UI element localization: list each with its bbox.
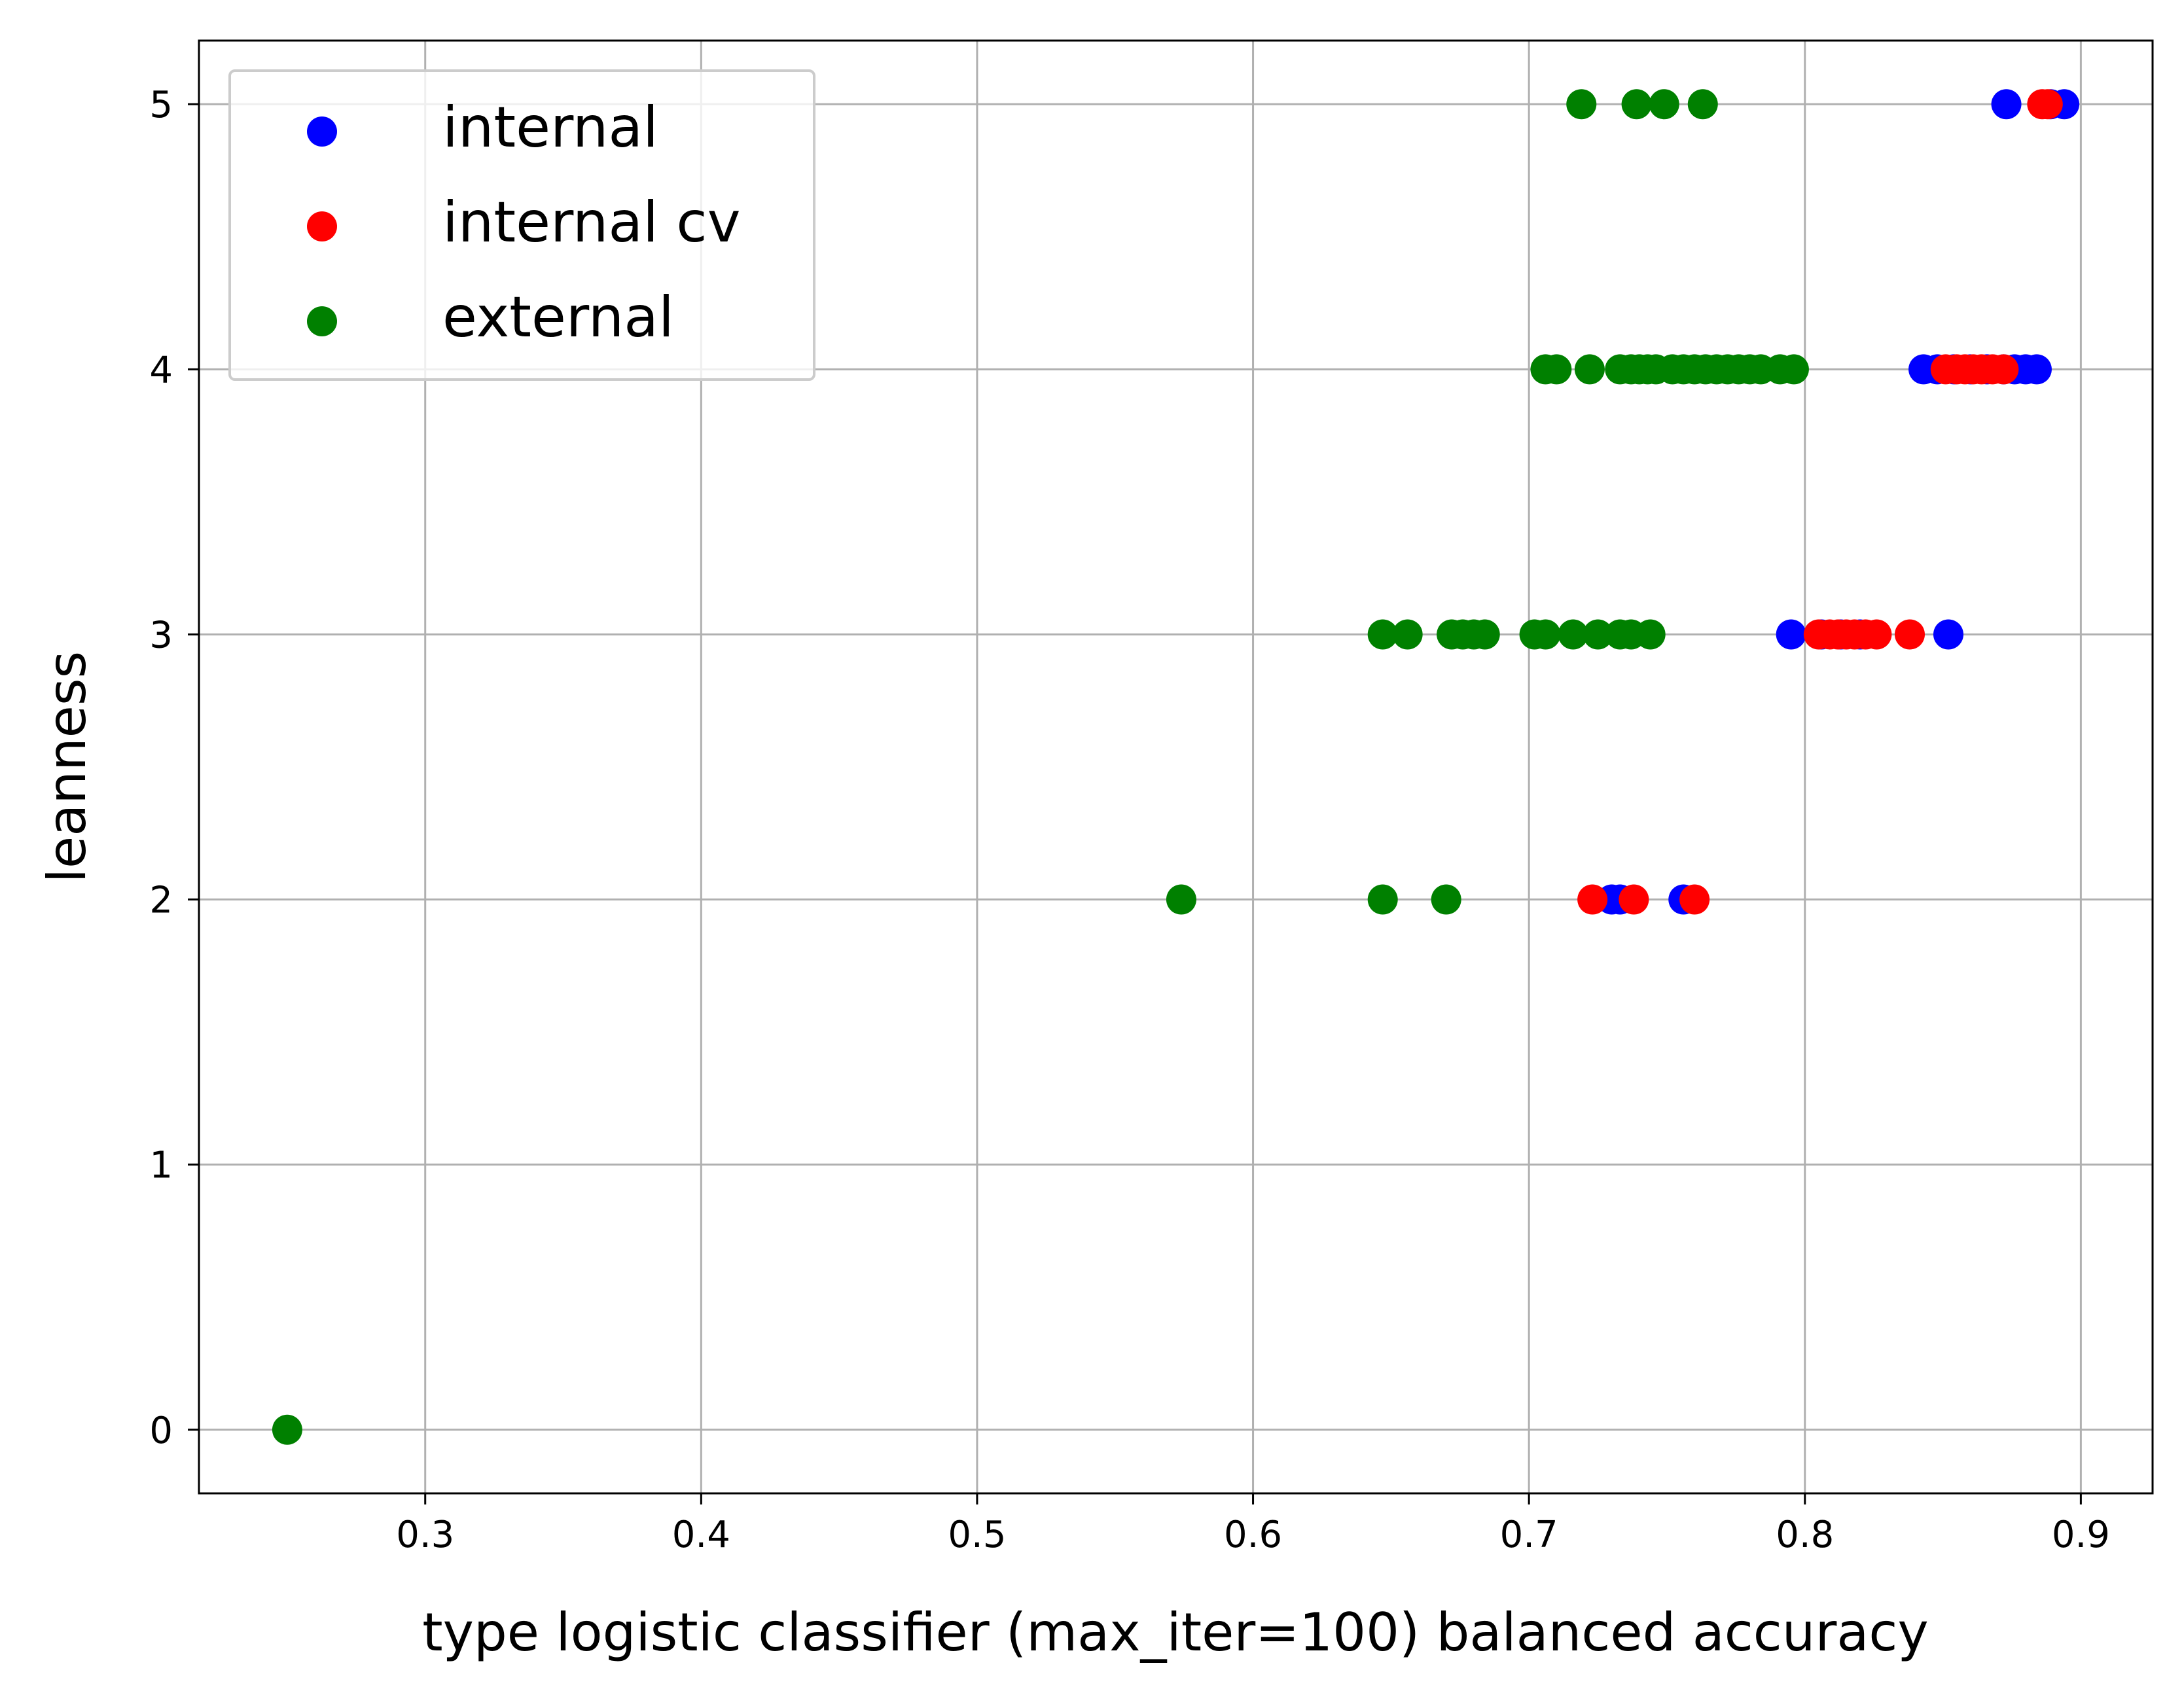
point-internal-cv bbox=[1679, 884, 1710, 915]
data-points bbox=[272, 89, 2080, 1445]
point-external bbox=[1566, 89, 1597, 120]
point-internal-cv bbox=[1988, 354, 2019, 385]
x-tick-label: 0.8 bbox=[1776, 1514, 1834, 1556]
legend-box bbox=[228, 69, 815, 381]
point-external bbox=[272, 1414, 302, 1445]
legend: internal internal cv external bbox=[228, 69, 815, 381]
legend-label-internal-cv: internal cv bbox=[442, 190, 741, 255]
legend-marker-internal-cv bbox=[307, 211, 337, 241]
y-tick-label: 0 bbox=[149, 1410, 173, 1452]
point-external bbox=[1583, 619, 1613, 650]
y-tick-label: 3 bbox=[149, 614, 173, 656]
point-external bbox=[1558, 619, 1588, 650]
point-external bbox=[1541, 354, 1572, 385]
point-internal bbox=[1933, 619, 1964, 650]
point-external bbox=[1392, 619, 1423, 650]
x-tick-label: 0.5 bbox=[948, 1514, 1006, 1556]
point-external bbox=[1469, 619, 1500, 650]
x-axis-label: type logistic classifier (max_iter=100) … bbox=[422, 1602, 1928, 1663]
point-internal-cv bbox=[1861, 619, 1892, 650]
y-tick-label: 5 bbox=[149, 84, 173, 126]
point-internal bbox=[1776, 619, 1806, 650]
point-external bbox=[1574, 354, 1605, 385]
y-tick-label: 2 bbox=[149, 880, 173, 922]
point-external bbox=[1621, 89, 1652, 120]
y-tick-label: 1 bbox=[149, 1145, 173, 1187]
point-internal-cv bbox=[1577, 884, 1608, 915]
point-external bbox=[1367, 884, 1398, 915]
y-axis-label: leanness bbox=[37, 651, 98, 883]
y-tick-label: 4 bbox=[149, 349, 173, 391]
x-tick-label: 0.9 bbox=[2052, 1514, 2110, 1556]
point-external bbox=[1166, 884, 1196, 915]
point-internal bbox=[2021, 354, 2052, 385]
point-external bbox=[1778, 354, 1809, 385]
point-external bbox=[1530, 619, 1561, 650]
x-tick-label: 0.3 bbox=[396, 1514, 454, 1556]
legend-label-external: external bbox=[442, 285, 674, 350]
x-tick-label: 0.6 bbox=[1224, 1514, 1282, 1556]
x-axis-ticks: 0.3 0.4 0.5 0.6 0.7 0.8 0.9 bbox=[396, 1493, 2110, 1556]
point-external bbox=[1687, 89, 1718, 120]
plot-frame bbox=[198, 39, 2154, 1495]
point-external bbox=[1635, 619, 1666, 650]
x-tick-label: 0.4 bbox=[672, 1514, 730, 1556]
point-internal bbox=[1991, 89, 2022, 120]
point-external bbox=[1649, 89, 1679, 120]
legend-label-internal: internal bbox=[442, 95, 658, 160]
legend-marker-internal bbox=[307, 116, 337, 147]
point-external bbox=[1431, 884, 1461, 915]
y-axis-ticks: 0 1 2 3 4 5 bbox=[149, 84, 199, 1452]
point-internal-cv bbox=[2032, 89, 2063, 120]
x-tick-label: 0.7 bbox=[1500, 1514, 1558, 1556]
point-internal-cv bbox=[1894, 619, 1925, 650]
point-internal-cv bbox=[1619, 884, 1649, 915]
point-external bbox=[1367, 619, 1398, 650]
legend-marker-external bbox=[307, 306, 337, 336]
